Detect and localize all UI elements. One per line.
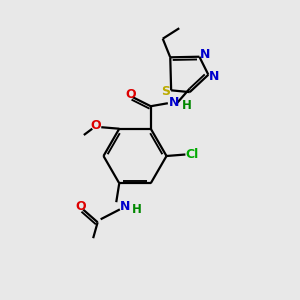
- Text: H: H: [132, 203, 142, 216]
- Text: N: N: [209, 70, 220, 83]
- Text: N: N: [119, 200, 130, 213]
- Text: O: O: [91, 119, 101, 132]
- Text: O: O: [75, 200, 86, 213]
- Text: H: H: [182, 99, 192, 112]
- Text: Cl: Cl: [185, 148, 199, 161]
- Text: O: O: [125, 88, 136, 101]
- Text: N: N: [169, 96, 179, 109]
- Text: S: S: [161, 85, 170, 98]
- Text: N: N: [200, 48, 210, 61]
